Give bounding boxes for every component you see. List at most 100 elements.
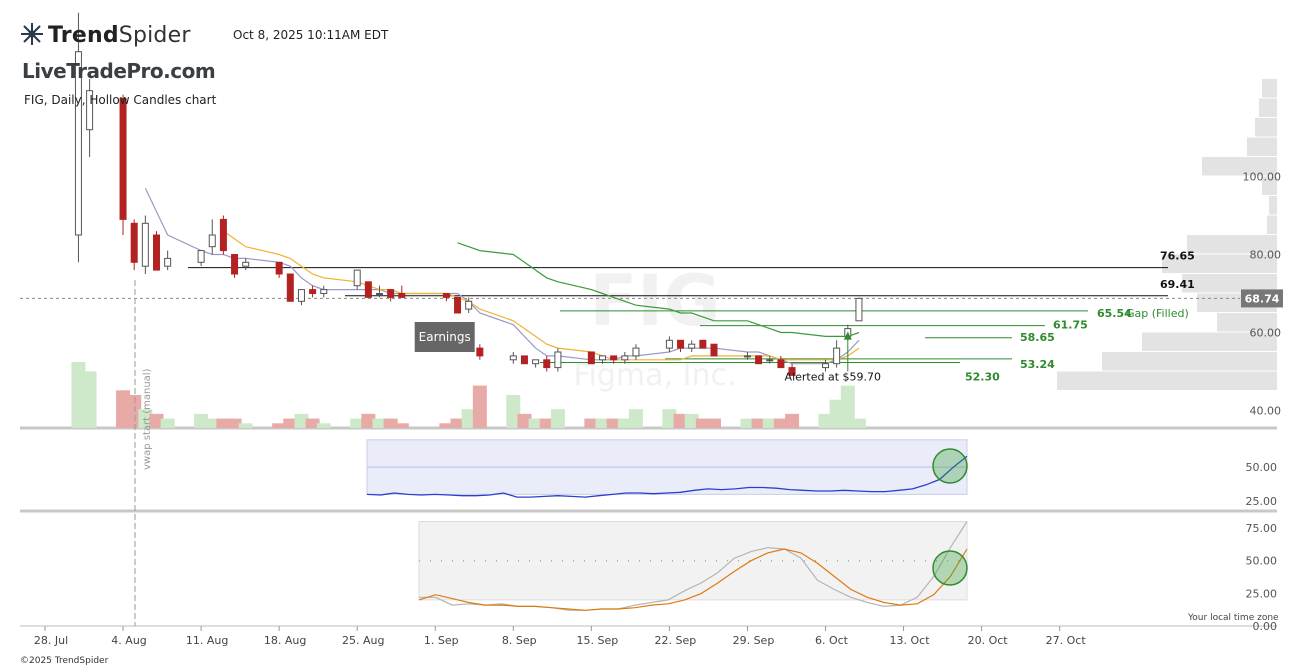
- candle: [543, 355, 551, 372]
- candle: [454, 296, 462, 314]
- candle-body: [554, 351, 562, 369]
- volume-bar: [138, 409, 153, 428]
- brand-light: Spider: [118, 23, 191, 48]
- candle-body: [465, 300, 473, 310]
- volume-bar: [840, 385, 855, 428]
- volume-bar: [528, 418, 543, 428]
- price-tick-label: 40.00: [1250, 405, 1282, 418]
- x-tick-label: 20. Oct: [968, 634, 1009, 647]
- volume-profile: [1057, 79, 1277, 390]
- candle-body: [74, 51, 82, 236]
- rsi-line: [366, 455, 968, 498]
- volume-bars: [71, 362, 866, 428]
- brand-bold: Trend: [48, 23, 119, 48]
- volume-bar: [662, 409, 677, 428]
- volume-bar: [606, 418, 621, 428]
- candle-body: [442, 293, 450, 298]
- candle: [153, 231, 160, 271]
- volume-bar: [71, 362, 86, 428]
- volume-bar: [550, 409, 565, 428]
- volume-bar: [707, 418, 721, 428]
- candle: [74, 12, 82, 263]
- x-tick-label: 25. Aug: [342, 634, 384, 647]
- candle: [275, 261, 283, 278]
- volume-profile-bar: [1247, 137, 1277, 156]
- candle: [242, 258, 250, 271]
- copyright: ©2025 TrendSpider: [20, 656, 109, 666]
- candle-body: [677, 339, 685, 349]
- volume-bar: [160, 418, 175, 428]
- candle: [398, 285, 406, 298]
- candle: [309, 285, 317, 298]
- candle-body: [376, 293, 383, 295]
- timestamp: Oct 8, 2025 10:11AM EDT: [233, 28, 389, 42]
- x-tick-label: 1. Sep: [424, 634, 459, 647]
- volume-bar: [584, 418, 599, 428]
- x-tick-label: 29. Sep: [733, 634, 775, 647]
- candle-body: [275, 261, 283, 275]
- price-candles[interactable]: [74, 12, 863, 376]
- candle: [86, 79, 94, 157]
- volume-bar: [116, 390, 131, 428]
- volume-bar: [695, 418, 710, 428]
- x-tick-label: 15. Sep: [576, 634, 618, 647]
- volume-profile-bar: [1217, 313, 1277, 332]
- chart-title: FIG, Daily, Hollow Candles chart: [24, 93, 217, 107]
- moving-average-sma_short: [144, 187, 860, 365]
- price-tick-label: 100.00: [1243, 171, 1282, 184]
- volume-bar: [740, 418, 755, 428]
- candle-body: [208, 234, 216, 248]
- candle-body: [398, 293, 406, 298]
- stochastic-tick-label: 25.00: [1246, 587, 1278, 600]
- volume-bar: [316, 423, 331, 428]
- candle-body: [130, 222, 138, 263]
- candle-body: [688, 343, 696, 349]
- trendspider-logo-icon: [21, 23, 43, 45]
- candle-body: [520, 355, 528, 365]
- candle: [554, 348, 562, 372]
- stochastic-stoch_d: [418, 548, 968, 611]
- volume-bar: [461, 409, 476, 428]
- candle: [208, 219, 216, 255]
- candle-body: [309, 289, 317, 295]
- candle-body: [242, 261, 250, 267]
- candle: [164, 250, 172, 271]
- candle: [755, 355, 763, 365]
- level-label: 58.65: [1020, 331, 1055, 344]
- candle-body: [297, 289, 305, 302]
- candle: [766, 355, 774, 364]
- volume-profile-bar: [1262, 79, 1277, 98]
- candle: [833, 340, 841, 368]
- level-label: 61.75: [1053, 319, 1088, 332]
- stochastic-tick-label: 50.00: [1246, 555, 1278, 568]
- candle-body: [320, 289, 328, 295]
- candle: [465, 297, 473, 313]
- candle: [387, 289, 395, 302]
- candle: [677, 339, 685, 352]
- volume-profile-bar: [1187, 235, 1277, 254]
- volume-bar: [216, 418, 231, 428]
- highlight-circle-icon: [932, 448, 968, 484]
- symbol-watermark: FIG Figma, Inc.: [573, 260, 736, 393]
- candle: [777, 355, 785, 369]
- candle-body: [387, 289, 395, 298]
- volume-bar: [829, 399, 844, 428]
- volume-bar: [506, 395, 521, 428]
- volume-profile-bar: [1202, 157, 1277, 176]
- volume-bar: [472, 385, 487, 428]
- candle-body: [665, 339, 673, 349]
- annotations[interactable]: Earnings Alerted at $59.70 vwap start (man…: [134, 280, 881, 626]
- candle-body: [509, 355, 517, 361]
- candle: [743, 352, 751, 360]
- candle-body: [710, 343, 718, 357]
- volume-profile-bar: [1057, 371, 1277, 390]
- rsi-panel: [366, 439, 968, 498]
- volume-bar: [227, 418, 242, 428]
- candle: [320, 285, 328, 298]
- candle-body: [855, 297, 863, 322]
- x-tick-label: 4. Aug: [111, 634, 146, 647]
- level-label: 52.30: [965, 371, 1000, 384]
- candle: [476, 344, 484, 360]
